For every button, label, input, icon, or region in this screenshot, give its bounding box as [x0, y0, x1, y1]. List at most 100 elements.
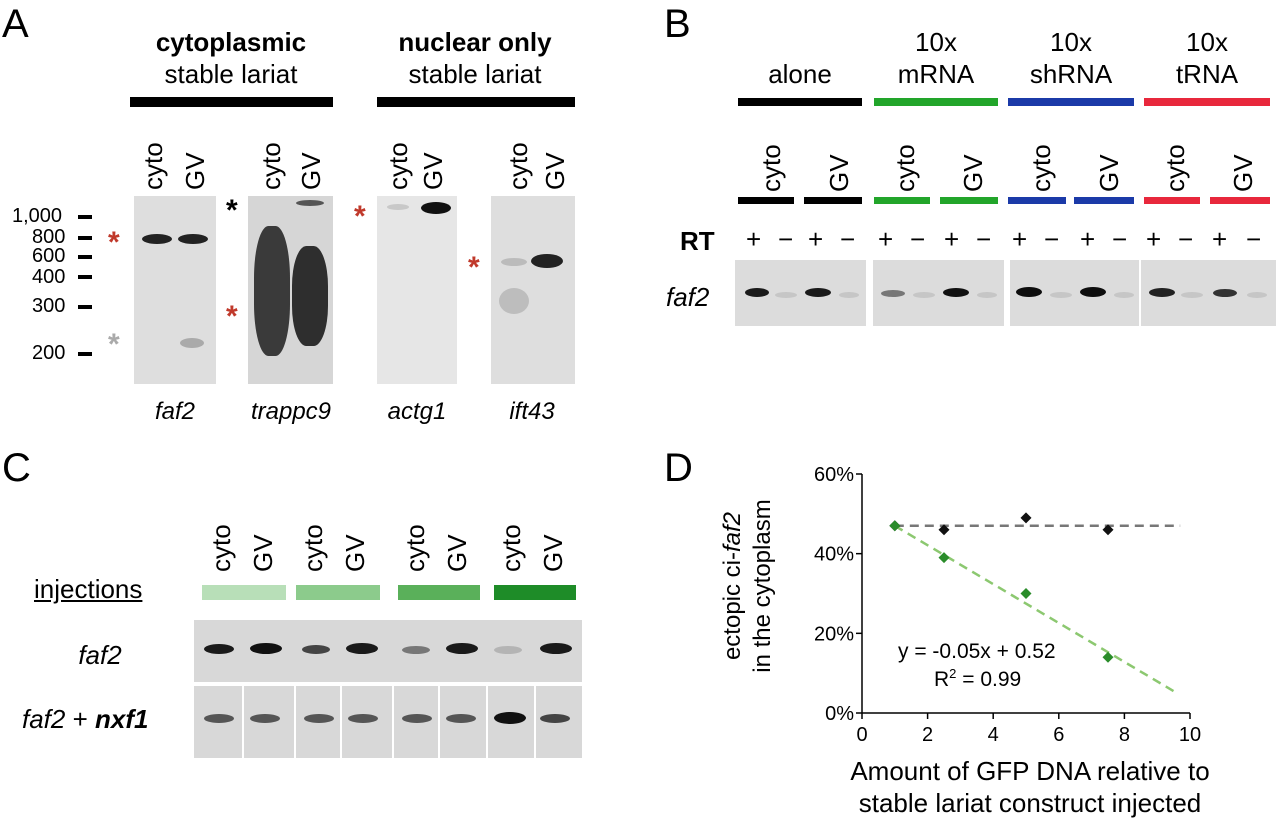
panel-a-lane-gv-1: GV	[180, 152, 210, 190]
panel-b-subbar-2	[804, 197, 862, 204]
panel-a-lane-gv-4: GV	[540, 152, 570, 190]
band-c2-8	[540, 714, 570, 723]
data-point-series2	[889, 520, 901, 532]
panel-c-lane-cyto-4: cyto	[496, 524, 526, 572]
x-tick-label: 2	[922, 724, 933, 746]
panel-c-row2-gene2: nxf1	[95, 704, 149, 734]
panel-b-subbar-6	[1074, 197, 1134, 204]
rt-minus-sign: −	[910, 224, 926, 254]
y-tick-label: 20%	[814, 623, 854, 645]
panel-a-lane-cyto-4: cyto	[503, 142, 533, 190]
lane-divider	[534, 686, 536, 758]
panel-b-lane-gv-4: GV	[1228, 154, 1258, 192]
panel-b-cond-trna-1: 10x	[1186, 27, 1228, 57]
band-b-14	[1181, 292, 1203, 298]
panel-b-cond-shrna-2: shRNA	[1029, 59, 1113, 89]
x-tick-label: 6	[1053, 724, 1064, 746]
band-b-5	[881, 290, 905, 297]
panel-c-inj-bar-1	[202, 585, 286, 600]
panel-b-subbar-4	[940, 197, 998, 204]
marker-300: 300	[32, 295, 66, 317]
panel-c-inj-bar-3	[398, 585, 480, 600]
data-point-series1	[1102, 524, 1114, 536]
gene-label-trappc9: trappc9	[250, 398, 332, 425]
rt-plus-sign: +	[1012, 224, 1028, 254]
gel-actg1	[377, 196, 457, 384]
panel-b-subbar-3	[874, 197, 930, 204]
panel-a-lane-gv-3: GV	[418, 152, 448, 190]
x-tick-label: 4	[988, 724, 999, 746]
star-faf2-red: *	[108, 226, 120, 259]
band-b-11	[1080, 287, 1106, 297]
rt-plus-sign: +	[1212, 224, 1228, 254]
panel-d-r2-value: = 0.99	[956, 668, 1022, 691]
smear-trappc9-cyto	[254, 226, 290, 356]
rt-minus-sign: −	[840, 224, 856, 254]
marker-1000: 1,000	[12, 205, 63, 227]
panel-c-inj-bar-4	[494, 585, 576, 600]
rt-minus-sign: −	[778, 224, 794, 254]
panel-a-group2-subtitle: stable lariat	[408, 59, 542, 89]
star-faf2-grey: *	[108, 328, 120, 361]
panel-b-bar-shrna	[1008, 98, 1134, 106]
panel-b-gel-alone	[735, 260, 866, 326]
band-b-10	[1050, 292, 1072, 298]
band-b-15	[1213, 289, 1237, 297]
panel-b-cond-alone: alone	[768, 59, 832, 89]
band-b-9	[1016, 287, 1042, 297]
panel-a-group1-bar	[130, 97, 333, 107]
panel-b-cond-shrna-1: 10x	[1050, 27, 1092, 57]
rt-plus-sign: +	[944, 224, 960, 254]
panel-a-group2-title: nuclear only	[398, 27, 552, 57]
band-b-13	[1149, 288, 1175, 297]
rt-plus-sign: +	[878, 224, 894, 254]
band-b-8	[977, 292, 997, 298]
y-tick-label: 60%	[814, 464, 854, 486]
rt-minus-sign: −	[1044, 224, 1060, 254]
lane-divider	[242, 686, 244, 758]
y-tick-label: 0%	[825, 703, 854, 725]
rt-plus-sign: +	[1080, 224, 1096, 254]
panel-b-gel-shrna	[1010, 260, 1139, 326]
panel-d-xlabel-line1: Amount of GFP DNA relative to	[850, 756, 1210, 786]
band-c2-4	[348, 714, 378, 723]
panel-b-cond-mrna-2: mRNA	[897, 59, 975, 89]
rt-plus-sign: +	[808, 224, 824, 254]
y-tick-label: 40%	[814, 544, 854, 566]
marker-200: 200	[32, 342, 66, 364]
band-actg1-gv	[421, 202, 451, 214]
marker-tick-400	[78, 275, 92, 279]
panel-c-lane-gv-3: GV	[442, 534, 472, 572]
panel-c-lane-cyto-2: cyto	[298, 524, 328, 572]
panel-c-row1-label: faf2	[78, 640, 122, 670]
lane-divider	[392, 686, 394, 758]
panel-b-lane-cyto-2: cyto	[890, 144, 920, 192]
rt-minus-sign: −	[1246, 224, 1262, 254]
band-faf2-gv-lower	[180, 338, 204, 348]
panel-c-lane-gv-2: GV	[340, 534, 370, 572]
panel-b-gel-trna	[1141, 260, 1276, 326]
band-actg1-cyto	[387, 204, 409, 210]
marker-600: 600	[32, 245, 66, 267]
lane-divider	[294, 686, 296, 758]
panel-c-lane-gv-4: GV	[538, 534, 568, 572]
marker-tick-1000	[78, 215, 92, 219]
data-point-series1	[1020, 512, 1032, 524]
panel-b-bar-mrna	[874, 98, 998, 106]
panel-b-cond-trna-2: tRNA	[1175, 59, 1239, 89]
rt-minus-sign: −	[1178, 224, 1194, 254]
band-trappc9-top	[296, 200, 324, 206]
gene-label-ift43: ift43	[509, 398, 555, 425]
lane-divider	[486, 686, 488, 758]
band-b-7	[943, 288, 969, 297]
band-b-1	[745, 288, 769, 297]
star-ift43-red: *	[468, 251, 480, 284]
band-c1-6	[446, 643, 478, 654]
panel-d-ylabel-line1: ectopic ci-faf2	[718, 466, 748, 706]
data-point-series2	[1102, 651, 1114, 663]
marker-800: 800	[32, 226, 66, 248]
panel-a-lane-cyto-2: cyto	[256, 142, 286, 190]
band-b-16	[1247, 292, 1267, 298]
panel-b-gel-mrna	[873, 260, 1004, 326]
panel-b-lane-gv-2: GV	[958, 154, 988, 192]
